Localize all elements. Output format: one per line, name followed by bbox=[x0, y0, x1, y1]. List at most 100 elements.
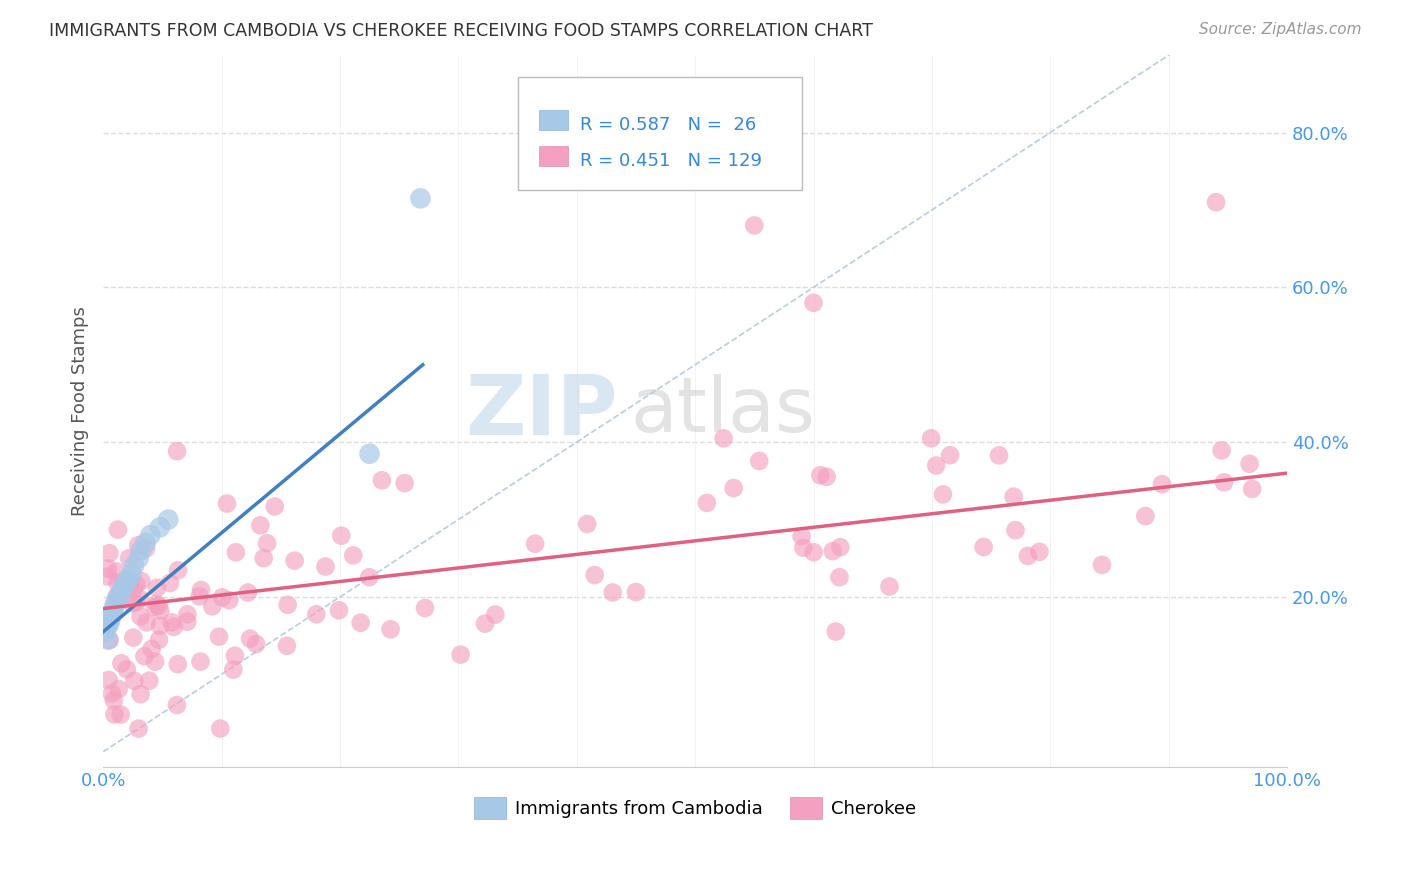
Point bbox=[135, 541, 157, 556]
Point bbox=[107, 590, 129, 604]
Point bbox=[128, 551, 150, 566]
Point bbox=[157, 512, 180, 526]
Point bbox=[201, 599, 224, 614]
Point bbox=[879, 580, 901, 594]
Text: ZIP: ZIP bbox=[465, 371, 619, 451]
Point bbox=[474, 616, 496, 631]
Point bbox=[1213, 475, 1236, 490]
Point bbox=[808, 468, 831, 483]
Point bbox=[932, 487, 955, 501]
Point bbox=[131, 574, 153, 588]
Point bbox=[277, 598, 299, 612]
Point bbox=[110, 657, 132, 671]
Point bbox=[167, 563, 190, 577]
Point bbox=[125, 577, 148, 591]
Point bbox=[790, 529, 813, 543]
FancyBboxPatch shape bbox=[538, 111, 568, 130]
Point bbox=[143, 655, 166, 669]
Point bbox=[125, 595, 148, 609]
Point bbox=[111, 582, 134, 597]
Point bbox=[141, 641, 163, 656]
Point bbox=[124, 673, 146, 688]
Point bbox=[815, 469, 838, 483]
Point bbox=[148, 632, 170, 647]
Point bbox=[176, 615, 198, 629]
Point bbox=[98, 546, 121, 560]
Point bbox=[249, 518, 271, 533]
Point bbox=[149, 520, 172, 534]
Point bbox=[122, 559, 145, 574]
Point bbox=[107, 682, 129, 697]
Point bbox=[128, 591, 150, 606]
Point bbox=[115, 662, 138, 676]
Point bbox=[305, 607, 328, 622]
Point bbox=[284, 554, 307, 568]
Point bbox=[1241, 482, 1264, 496]
Point bbox=[103, 693, 125, 707]
Point bbox=[97, 569, 120, 583]
Text: IMMIGRANTS FROM CAMBODIA VS CHEROKEE RECEIVING FOOD STAMPS CORRELATION CHART: IMMIGRANTS FROM CAMBODIA VS CHEROKEE REC… bbox=[49, 22, 873, 40]
Point bbox=[380, 622, 402, 636]
Point bbox=[315, 559, 337, 574]
Point bbox=[1211, 443, 1233, 458]
Point bbox=[830, 540, 852, 554]
Point bbox=[748, 454, 770, 468]
Point bbox=[824, 624, 846, 639]
Point bbox=[143, 599, 166, 614]
Point bbox=[121, 596, 143, 610]
Point bbox=[276, 639, 298, 653]
Point bbox=[103, 601, 125, 615]
Point bbox=[97, 632, 120, 647]
Point bbox=[122, 631, 145, 645]
Point bbox=[209, 722, 232, 736]
Point bbox=[920, 431, 942, 445]
Point bbox=[138, 673, 160, 688]
Point bbox=[163, 620, 186, 634]
Point bbox=[215, 497, 238, 511]
Point bbox=[988, 448, 1011, 462]
Point bbox=[105, 575, 128, 590]
Point bbox=[159, 576, 181, 591]
Point bbox=[602, 585, 624, 599]
Y-axis label: Receiving Food Stamps: Receiving Food Stamps bbox=[72, 306, 89, 516]
Point bbox=[524, 537, 547, 551]
Point bbox=[148, 599, 170, 613]
Point bbox=[583, 568, 606, 582]
Point bbox=[121, 566, 143, 581]
Point bbox=[1004, 523, 1026, 537]
Point bbox=[1150, 477, 1173, 491]
Point bbox=[1239, 457, 1261, 471]
Point bbox=[1135, 509, 1157, 524]
Point bbox=[263, 500, 285, 514]
Point bbox=[342, 549, 364, 563]
Point bbox=[190, 655, 212, 669]
Point bbox=[330, 529, 353, 543]
Point bbox=[328, 603, 350, 617]
Point bbox=[149, 603, 172, 617]
Point bbox=[149, 618, 172, 632]
Point bbox=[1017, 549, 1039, 563]
Point bbox=[1205, 195, 1227, 210]
Point bbox=[118, 551, 141, 566]
Point bbox=[359, 570, 381, 584]
Point bbox=[190, 582, 212, 597]
Point bbox=[1091, 558, 1114, 572]
Point bbox=[239, 632, 262, 646]
FancyBboxPatch shape bbox=[538, 146, 568, 166]
Point bbox=[120, 578, 142, 592]
Point bbox=[723, 481, 745, 495]
Point bbox=[104, 598, 127, 612]
Point bbox=[107, 523, 129, 537]
Point bbox=[350, 615, 373, 630]
Point bbox=[129, 543, 152, 558]
Point bbox=[742, 219, 765, 233]
Point bbox=[139, 528, 162, 542]
Point bbox=[115, 574, 138, 589]
Text: Source: ZipAtlas.com: Source: ZipAtlas.com bbox=[1198, 22, 1361, 37]
Point bbox=[122, 582, 145, 596]
Point bbox=[225, 545, 247, 559]
Point bbox=[105, 565, 128, 579]
Point bbox=[105, 589, 128, 603]
Point bbox=[146, 581, 169, 595]
Point bbox=[134, 649, 156, 664]
